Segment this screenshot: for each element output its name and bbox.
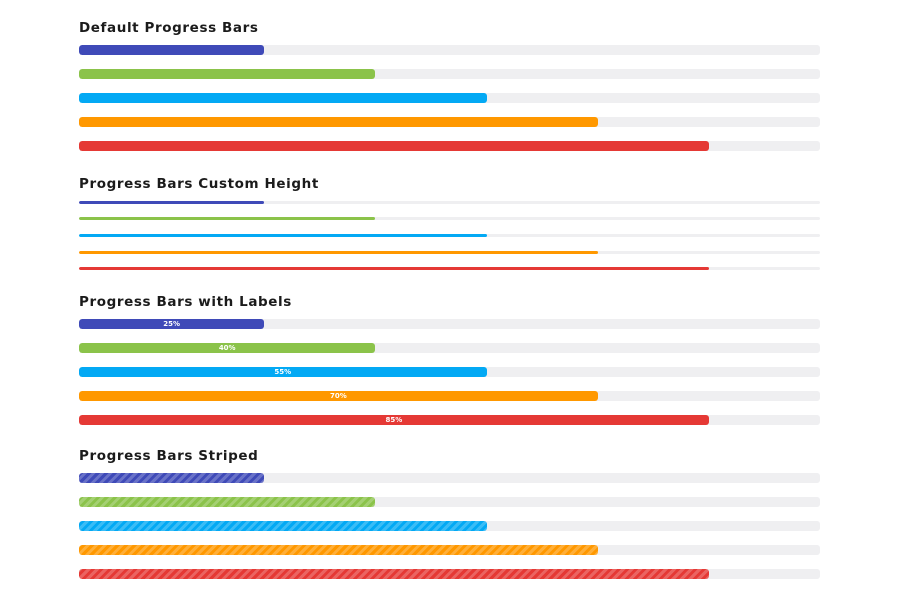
progress-label: 55% bbox=[274, 368, 292, 376]
progress-fill bbox=[79, 267, 709, 270]
progress-bar-default-5 bbox=[79, 141, 820, 151]
progress-fill bbox=[79, 217, 376, 220]
progress-label: 40% bbox=[218, 344, 236, 352]
progress-fill: 40% bbox=[79, 343, 376, 353]
progress-fill bbox=[79, 521, 487, 531]
progress-fill bbox=[79, 93, 487, 103]
progress-fill bbox=[79, 569, 709, 579]
progress-fill bbox=[79, 545, 598, 555]
section-title-custom-height: Progress Bars Custom Height bbox=[79, 176, 319, 192]
progress-bar-default-3 bbox=[79, 93, 820, 103]
progress-fill bbox=[79, 497, 376, 507]
progress-bar-striped-4 bbox=[79, 545, 820, 555]
custom-height-progress-section: Progress Bars Custom Height bbox=[79, 176, 820, 270]
progress-fill bbox=[79, 117, 598, 127]
progress-fill bbox=[79, 234, 487, 237]
progress-bar-labeled-2: 40% bbox=[79, 343, 820, 353]
progress-bar-striped-5 bbox=[79, 569, 820, 579]
progress-fill: 70% bbox=[79, 391, 598, 401]
progress-bar-default-2 bbox=[79, 69, 820, 79]
progress-bar-default-4 bbox=[79, 117, 820, 127]
progress-fill bbox=[79, 69, 376, 79]
progress-label: 85% bbox=[385, 416, 403, 424]
progress-fill bbox=[79, 201, 265, 204]
progress-fill: 25% bbox=[79, 319, 265, 329]
progress-fill: 55% bbox=[79, 367, 487, 377]
labeled-progress-section: Progress Bars with Labels 25% 40% 55% 70… bbox=[79, 294, 820, 425]
progress-label: 70% bbox=[329, 392, 347, 400]
section-title-striped: Progress Bars Striped bbox=[79, 448, 259, 464]
progress-bar-striped-3 bbox=[79, 521, 820, 531]
progress-bar-thin-3 bbox=[79, 234, 820, 237]
section-title-default: Default Progress Bars bbox=[79, 20, 259, 36]
progress-bar-labeled-1: 25% bbox=[79, 319, 820, 329]
progress-bar-default-1 bbox=[79, 45, 820, 55]
default-progress-section: Default Progress Bars bbox=[79, 20, 820, 151]
progress-bar-thin-1 bbox=[79, 201, 820, 204]
progress-fill bbox=[79, 473, 265, 483]
progress-label: 25% bbox=[163, 320, 180, 328]
progress-fill bbox=[79, 45, 265, 55]
progress-bar-thin-5 bbox=[79, 267, 820, 270]
progress-fill bbox=[79, 251, 598, 254]
striped-progress-section: Progress Bars Striped bbox=[79, 448, 820, 579]
progress-bar-labeled-5: 85% bbox=[79, 415, 820, 425]
progress-bar-labeled-4: 70% bbox=[79, 391, 820, 401]
section-title-labels: Progress Bars with Labels bbox=[79, 294, 292, 310]
progress-fill: 85% bbox=[79, 415, 709, 425]
progress-bar-thin-4 bbox=[79, 251, 820, 254]
progress-bar-thin-2 bbox=[79, 217, 820, 220]
progress-fill bbox=[79, 141, 709, 151]
progress-bar-striped-1 bbox=[79, 473, 820, 483]
progress-bar-striped-2 bbox=[79, 497, 820, 507]
progress-bar-labeled-3: 55% bbox=[79, 367, 820, 377]
